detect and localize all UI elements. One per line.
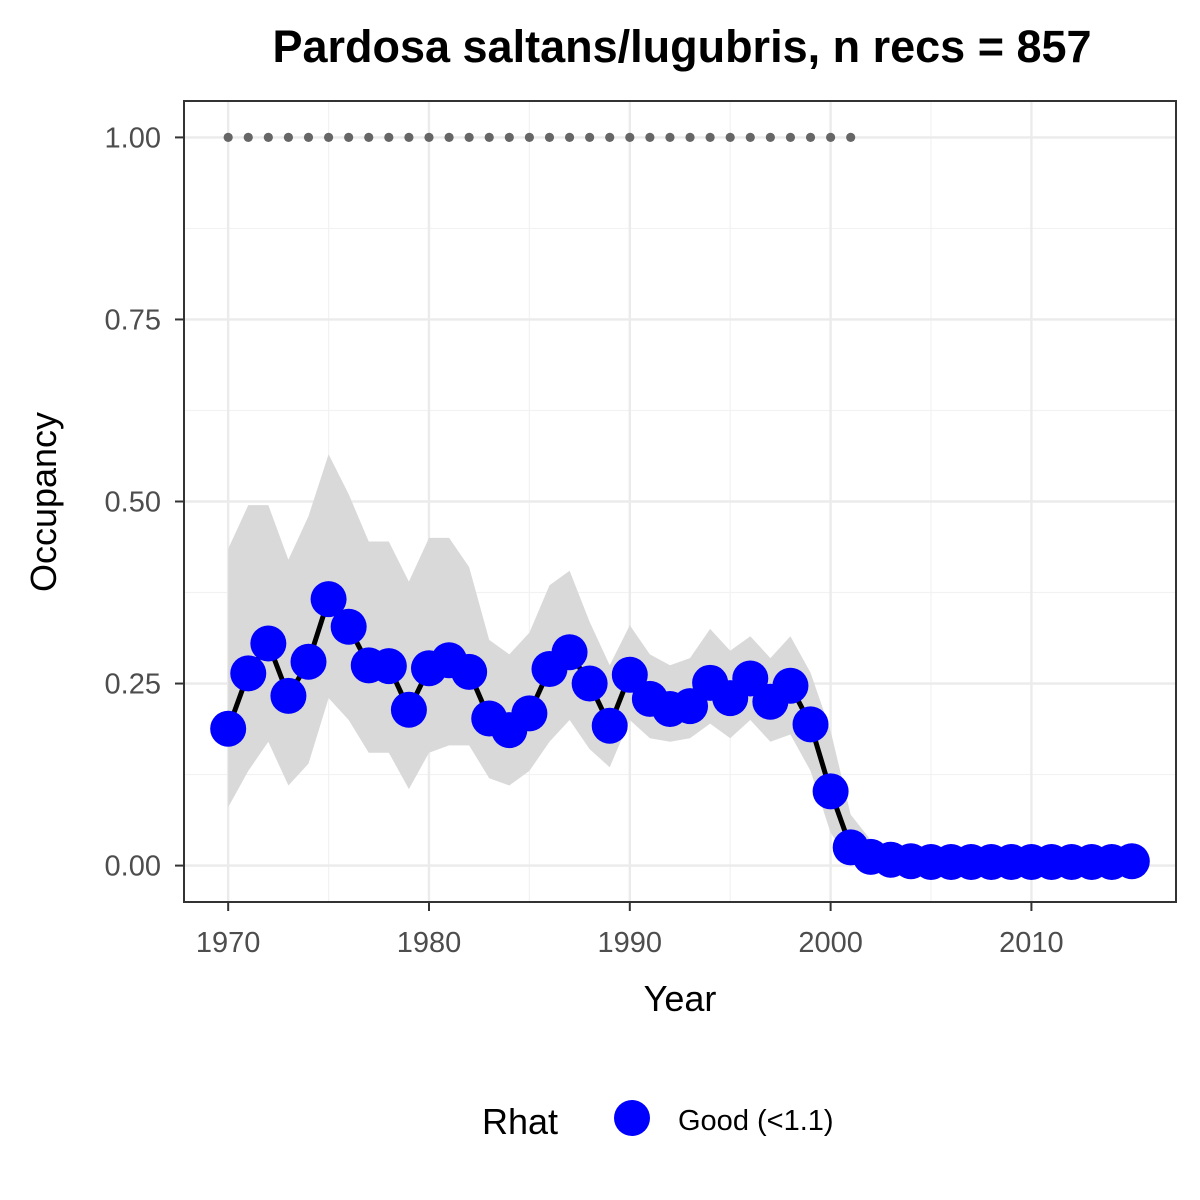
legend-key-good (614, 1100, 650, 1136)
reference-dots (223, 132, 856, 143)
data-points (210, 581, 1150, 880)
y-tick-label: 0.75 (105, 304, 161, 336)
reference-dot (404, 132, 414, 143)
x-axis-ticks: 1970 1980 1990 2000 2010 (196, 902, 1064, 959)
y-axis-ticks: 0.00 0.25 0.50 0.75 1.00 (105, 122, 184, 883)
reference-dot (846, 132, 856, 143)
reference-dot (564, 132, 575, 143)
data-point (571, 665, 608, 702)
reference-dot (585, 132, 595, 143)
y-tick-label: 0.25 (105, 669, 161, 701)
data-point (611, 656, 648, 693)
data-point (310, 581, 347, 618)
reference-dot (524, 132, 534, 143)
data-point (250, 625, 287, 662)
reference-dot (625, 132, 635, 143)
reference-dot (765, 132, 775, 143)
reference-dot (464, 132, 474, 143)
reference-dot (444, 132, 454, 143)
reference-dot (826, 132, 836, 143)
reference-dot (785, 132, 796, 143)
reference-dot (745, 132, 755, 143)
x-axis-title: Year (644, 978, 717, 1019)
credible-interval-ribbon (228, 454, 1132, 866)
data-point (230, 655, 267, 692)
reference-dot (645, 132, 655, 143)
reference-dot (303, 132, 314, 143)
x-tick-label: 2010 (999, 927, 1064, 959)
y-tick-label: 0.00 (105, 851, 161, 883)
data-point (511, 695, 548, 732)
data-point (270, 677, 307, 714)
chart-title: Pardosa saltans/lugubris, n recs = 857 (272, 21, 1091, 72)
data-point (732, 660, 769, 697)
reference-dot (544, 132, 555, 143)
data-point (672, 688, 709, 725)
reference-dot (605, 132, 615, 143)
data-point (330, 608, 367, 645)
reference-dot (685, 132, 695, 143)
reference-dot (223, 132, 233, 143)
reference-dot (725, 132, 735, 143)
reference-dot (665, 132, 675, 143)
x-tick-label: 2000 (798, 927, 863, 959)
reference-dot (283, 132, 294, 143)
reference-dot (263, 132, 273, 143)
reference-dot (364, 132, 374, 143)
x-tick-label: 1980 (397, 927, 462, 959)
reference-dot (705, 132, 715, 143)
x-tick-label: 1970 (196, 927, 261, 959)
data-point (792, 706, 829, 743)
y-tick-label: 0.50 (105, 487, 161, 519)
data-point (290, 643, 327, 680)
reference-dot (484, 132, 494, 143)
reference-dot (805, 132, 816, 143)
legend: Rhat Good (<1.1) (482, 1100, 834, 1142)
data-point (1113, 843, 1150, 880)
legend-label-good: Good (<1.1) (678, 1105, 834, 1137)
data-point (812, 773, 849, 810)
data-point (772, 667, 809, 704)
reference-dot (344, 132, 354, 143)
reference-dot (323, 132, 334, 143)
data-point (210, 710, 247, 747)
legend-title: Rhat (482, 1101, 558, 1142)
data-point (451, 653, 488, 690)
x-tick-label: 1990 (598, 927, 663, 959)
interval-ribbon-area (228, 454, 1132, 866)
y-axis-title: Occupancy (23, 412, 64, 592)
reference-dot (384, 132, 394, 143)
reference-dot (424, 132, 434, 143)
data-point (551, 634, 588, 671)
reference-dot (243, 132, 253, 143)
y-tick-label: 1.00 (105, 122, 161, 154)
data-point (390, 691, 427, 728)
reference-dot (504, 132, 514, 143)
data-point (370, 648, 407, 685)
data-point (591, 707, 628, 744)
